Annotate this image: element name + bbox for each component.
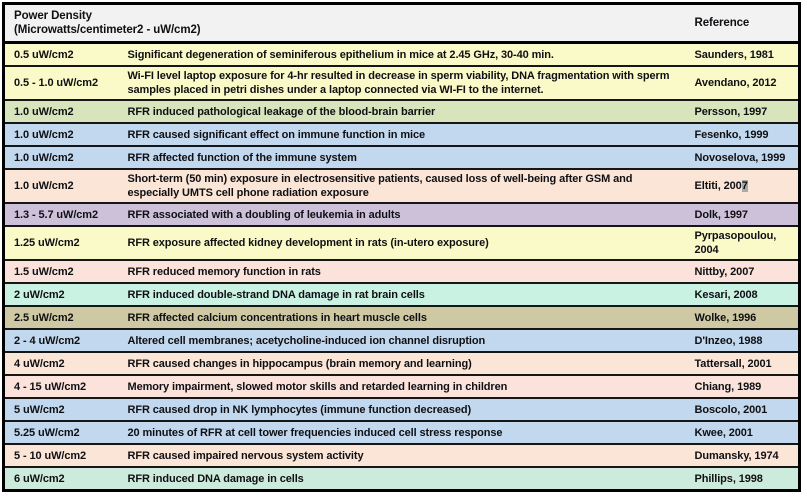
dose-cell: 0.5 - 1.0 uW/cm2 — [3, 65, 124, 100]
table-row: 6 uW/cm2 RFR induced DNA damage in cells… — [3, 466, 800, 491]
dose-cell: 1.5 uW/cm2 — [3, 259, 124, 283]
effect-cell: Significant degeneration of seminiferous… — [123, 41, 687, 66]
power-density-header-line1: Power Density — [14, 10, 92, 22]
dose-cell: 4 uW/cm2 — [3, 351, 124, 375]
effect-cell: RFR exposure affected kidney development… — [123, 225, 687, 260]
reference-cell: Chiang, 1989 — [686, 374, 800, 398]
table-row: 1.0 uW/cm2 RFR induced pathological leak… — [3, 99, 800, 123]
reference-column-header: Reference — [686, 3, 800, 43]
table-row: 0.5 - 1.0 uW/cm2 Wi-FI level laptop expo… — [3, 65, 800, 100]
dose-cell: 1.0 uW/cm2 — [3, 99, 124, 123]
table-row: 2 uW/cm2 RFR induced double-strand DNA d… — [3, 282, 800, 306]
reference-cell: Saunders, 1981 — [686, 41, 800, 66]
effect-cell: RFR reduced memory function in rats — [123, 259, 687, 283]
power-density-column-header: Power Density (Microwatts/centimeter2 - … — [3, 3, 687, 43]
table-row: 1.0 uW/cm2 Short-term (50 min) exposure … — [3, 168, 800, 203]
table-row: 4 uW/cm2 RFR caused changes in hippocamp… — [3, 351, 800, 375]
reference-cell: Tattersall, 2001 — [686, 351, 800, 375]
effect-cell: Wi-FI level laptop exposure for 4-hr res… — [123, 65, 687, 100]
effect-cell: RFR caused significant effect on immune … — [123, 122, 687, 146]
reference-cell: Kwee, 2001 — [686, 420, 800, 444]
dose-cell: 0.5 uW/cm2 — [3, 41, 124, 66]
dose-cell: 4 - 15 uW/cm2 — [3, 374, 124, 398]
dose-cell: 2 - 4 uW/cm2 — [3, 328, 124, 352]
effect-cell: RFR affected calcium concentrations in h… — [123, 305, 687, 329]
dose-cell: 5.25 uW/cm2 — [3, 420, 124, 444]
dose-cell: 2 uW/cm2 — [3, 282, 124, 306]
effect-cell: RFR caused drop in NK lymphocytes (immun… — [123, 397, 687, 421]
reference-cell: D'Inzeo, 1988 — [686, 328, 800, 352]
table-row: 5.25 uW/cm2 20 minutes of RFR at cell to… — [3, 420, 800, 444]
dose-cell: 5 - 10 uW/cm2 — [3, 443, 124, 467]
dose-cell: 5 uW/cm2 — [3, 397, 124, 421]
reference-cell: Kesari, 2008 — [686, 282, 800, 306]
table-row: 1.25 uW/cm2 RFR exposure affected kidney… — [3, 225, 800, 260]
reference-cell: Fesenko, 1999 — [686, 122, 800, 146]
table-row: 5 - 10 uW/cm2 RFR caused impaired nervou… — [3, 443, 800, 467]
dose-cell: 1.0 uW/cm2 — [3, 168, 124, 203]
text-selection-highlight: 7 — [741, 180, 748, 192]
dose-cell: 1.0 uW/cm2 — [3, 145, 124, 169]
dose-cell: 6 uW/cm2 — [3, 466, 124, 491]
effect-cell: RFR induced double-strand DNA damage in … — [123, 282, 687, 306]
effect-cell: RFR induced pathological leakage of the … — [123, 99, 687, 123]
effect-cell: Altered cell membranes; acetycholine-ind… — [123, 328, 687, 352]
reference-cell: Dumansky, 1974 — [686, 443, 800, 467]
reference-cell: Wolke, 1996 — [686, 305, 800, 329]
reference-cell: Dolk, 1997 — [686, 202, 800, 226]
effect-cell: Short-term (50 min) exposure in electros… — [123, 168, 687, 203]
dose-cell: 1.3 - 5.7 uW/cm2 — [3, 202, 124, 226]
table-row: 2.5 uW/cm2 RFR affected calcium concentr… — [3, 305, 800, 329]
table-row: 1.0 uW/cm2 RFR caused significant effect… — [3, 122, 800, 146]
table-row: 1.5 uW/cm2 RFR reduced memory function i… — [3, 259, 800, 283]
effect-cell: RFR induced DNA damage in cells — [123, 466, 687, 491]
table-row: 5 uW/cm2 RFR caused drop in NK lymphocyt… — [3, 397, 800, 421]
effect-cell: RFR caused impaired nervous system activ… — [123, 443, 687, 467]
power-density-table: Power Density (Microwatts/centimeter2 - … — [2, 2, 801, 492]
dose-cell: 1.0 uW/cm2 — [3, 122, 124, 146]
reference-cell: Nittby, 2007 — [686, 259, 800, 283]
table-header: Power Density (Microwatts/centimeter2 - … — [3, 3, 800, 43]
reference-cell: Boscolo, 2001 — [686, 397, 800, 421]
table-body: 0.5 uW/cm2 Significant degeneration of s… — [3, 41, 800, 491]
reference-cell: Pyrpasopoulou, 2004 — [686, 225, 800, 260]
table-row: 2 - 4 uW/cm2 Altered cell membranes; ace… — [3, 328, 800, 352]
reference-cell: Persson, 1997 — [686, 99, 800, 123]
table-row: 1.0 uW/cm2 RFR affected function of the … — [3, 145, 800, 169]
table-row: 0.5 uW/cm2 Significant degeneration of s… — [3, 41, 800, 66]
effect-cell: 20 minutes of RFR at cell tower frequenc… — [123, 420, 687, 444]
effect-cell: RFR caused changes in hippocampus (brain… — [123, 351, 687, 375]
table-row: 1.3 - 5.7 uW/cm2 RFR associated with a d… — [3, 202, 800, 226]
effect-cell: RFR associated with a doubling of leukem… — [123, 202, 687, 226]
reference-cell: Novoselova, 1999 — [686, 145, 800, 169]
effect-cell: RFR affected function of the immune syst… — [123, 145, 687, 169]
dose-cell: 1.25 uW/cm2 — [3, 225, 124, 260]
reference-cell: Phillips, 1998 — [686, 466, 800, 491]
table-row: 4 - 15 uW/cm2 Memory impairment, slowed … — [3, 374, 800, 398]
dose-cell: 2.5 uW/cm2 — [3, 305, 124, 329]
reference-cell: Eltiti, 2007 — [686, 168, 800, 203]
effect-cell: Memory impairment, slowed motor skills a… — [123, 374, 687, 398]
table-header-row: Power Density (Microwatts/centimeter2 - … — [3, 3, 800, 43]
power-density-header-line2: (Microwatts/centimeter2 - uW/cm2) — [14, 24, 201, 36]
reference-cell: Avendano, 2012 — [686, 65, 800, 100]
